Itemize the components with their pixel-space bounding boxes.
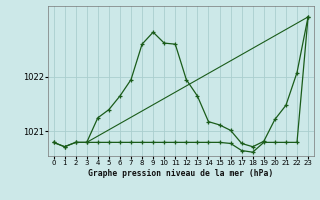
X-axis label: Graphe pression niveau de la mer (hPa): Graphe pression niveau de la mer (hPa): [88, 169, 273, 178]
